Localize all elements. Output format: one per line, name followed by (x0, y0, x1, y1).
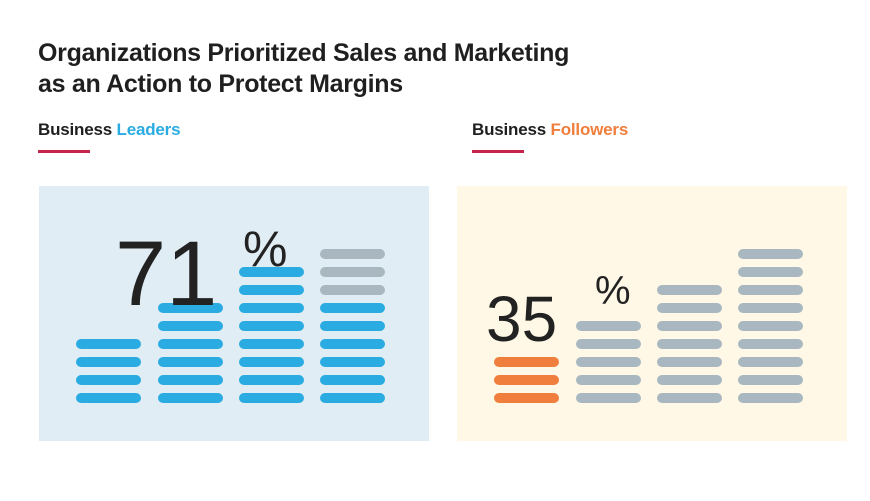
legend-business-leaders: Business Leaders (38, 120, 181, 140)
followers-bar-col3-seg1 (657, 393, 722, 403)
leaders-bar-col4-seg3 (320, 357, 385, 367)
followers-bars (494, 249, 803, 403)
followers-bar-col1-seg2 (494, 375, 559, 385)
followers-bar-col1-seg1 (494, 393, 559, 403)
leaders-bar-col4-seg4 (320, 339, 385, 349)
leaders-value-label: 71 (115, 223, 217, 325)
followers-value-label: 35 (486, 283, 557, 355)
legend-leaders-prefix: Business (38, 120, 112, 139)
leaders-bar-col2-seg1 (158, 393, 223, 403)
followers-bar-col1-seg3 (494, 357, 559, 367)
followers-bar-col3-seg4 (657, 339, 722, 349)
leaders-bar-col2-seg3 (158, 357, 223, 367)
followers-bar-col4-seg7 (738, 285, 803, 295)
followers-bar-col2-seg3 (576, 357, 641, 367)
leaders-panel: 71 % (39, 186, 429, 441)
chart-title-line-1: Organizations Prioritized Sales and Mark… (38, 39, 570, 67)
followers-panel: 35 % (457, 186, 847, 441)
followers-bar-col2-seg2 (576, 375, 641, 385)
followers-bar-col3-seg2 (657, 375, 722, 385)
leaders-bar-col1-seg1 (76, 393, 141, 403)
followers-percent-sign: % (595, 269, 631, 313)
followers-bar-col4-seg4 (738, 339, 803, 349)
leaders-bar-col2-seg5 (158, 321, 223, 331)
legend-leaders-underline (38, 150, 90, 153)
leaders-bar-col3-seg4 (239, 339, 304, 349)
legend-business-followers: Business Followers (472, 120, 628, 140)
followers-bar-col3-seg7 (657, 285, 722, 295)
leaders-bar-col3-seg3 (239, 357, 304, 367)
leaders-bar-col1-seg2 (76, 375, 141, 385)
followers-bar-chart: 35 % (457, 186, 847, 441)
leaders-bar-col3-seg6 (239, 303, 304, 313)
leaders-bar-col4-seg6 (320, 303, 385, 313)
legend-followers-prefix: Business (472, 120, 546, 139)
leaders-bar-col4-seg5 (320, 321, 385, 331)
followers-bar-col4-seg2 (738, 375, 803, 385)
followers-bar-col4-seg5 (738, 321, 803, 331)
legend-leaders-highlight: Leaders (116, 120, 181, 139)
followers-bar-col3-seg6 (657, 303, 722, 313)
leaders-bar-col3-seg5 (239, 321, 304, 331)
leaders-bar-col2-seg4 (158, 339, 223, 349)
followers-bar-col4-seg8 (738, 267, 803, 277)
leaders-bar-col3-seg2 (239, 375, 304, 385)
followers-bar-col4-seg9 (738, 249, 803, 259)
followers-bar-col4-seg3 (738, 357, 803, 367)
leaders-bar-col2-seg6 (158, 303, 223, 313)
followers-bar-col3-seg3 (657, 357, 722, 367)
leaders-bar-col3-seg1 (239, 393, 304, 403)
leaders-bar-col4-seg2 (320, 375, 385, 385)
leaders-bar-col3-seg8 (239, 267, 304, 277)
followers-bar-col4-seg6 (738, 303, 803, 313)
leaders-bar-col4-seg1 (320, 393, 385, 403)
chart-title: Organizations Prioritized Sales and Mark… (38, 38, 569, 100)
followers-bar-col2-seg4 (576, 339, 641, 349)
leaders-percent-sign: % (243, 221, 287, 277)
leaders-bar-col4-seg9 (320, 249, 385, 259)
leaders-bar-col2-seg2 (158, 375, 223, 385)
legend-followers-underline (472, 150, 524, 153)
leaders-bar-col1-seg3 (76, 357, 141, 367)
followers-bar-col2-seg5 (576, 321, 641, 331)
leaders-bar-col4-seg8 (320, 267, 385, 277)
leaders-bar-col1-seg4 (76, 339, 141, 349)
legend-followers-highlight: Followers (550, 120, 629, 139)
leaders-bars (76, 249, 385, 403)
chart-title-line-2: as an Action to Protect Margins (38, 70, 403, 98)
leaders-bar-chart: 71 % (39, 186, 429, 441)
followers-bar-col2-seg1 (576, 393, 641, 403)
followers-bar-col4-seg1 (738, 393, 803, 403)
followers-bar-col3-seg5 (657, 321, 722, 331)
leaders-bar-col4-seg7 (320, 285, 385, 295)
leaders-bar-col3-seg7 (239, 285, 304, 295)
